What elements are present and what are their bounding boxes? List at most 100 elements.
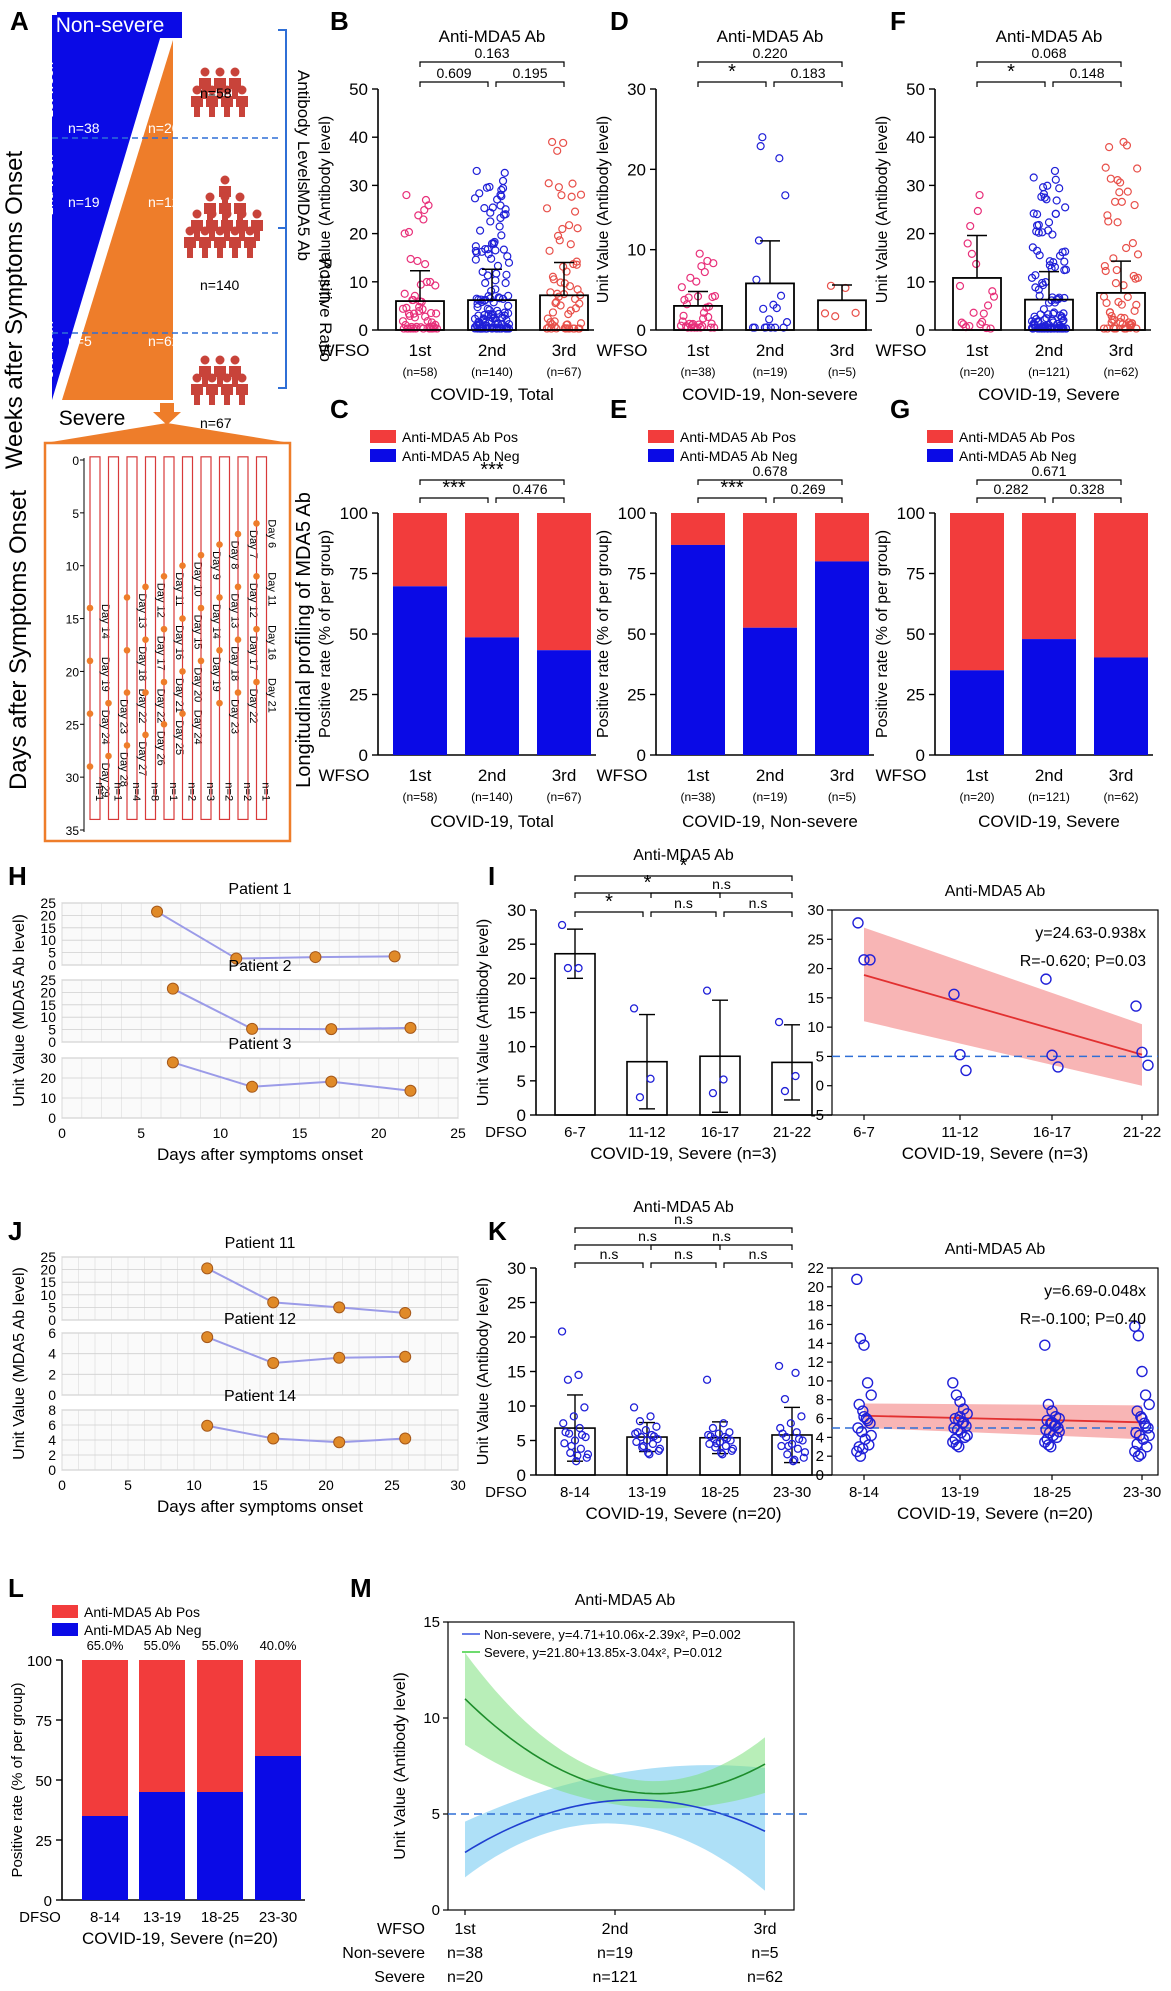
y-tick: 15 (807, 990, 824, 1007)
sample-dot (160, 678, 168, 686)
data-point (1059, 316, 1068, 325)
sample-dot (86, 763, 94, 770)
sig-bracket (574, 1262, 644, 1268)
y-tick: 50 (627, 625, 646, 644)
data-point (766, 323, 775, 332)
data-point (560, 279, 569, 288)
data-point (471, 255, 480, 264)
data-point (972, 259, 981, 269)
y-tick: 0 (48, 1387, 56, 1403)
data-point (556, 301, 565, 310)
wfso-label: WFSO (319, 341, 370, 360)
non-severe-count: n=19 (68, 194, 100, 210)
person-body (199, 366, 211, 387)
day-label: Day 14 (99, 604, 111, 639)
person-body (221, 220, 233, 241)
sample-dot (179, 668, 186, 675)
data-point (472, 166, 481, 176)
week-label: 1st week (40, 61, 56, 117)
sig-bracket (574, 1227, 793, 1233)
y-tick: 0 (44, 1893, 52, 1910)
data-point (1049, 1419, 1062, 1431)
equation: y=6.69-0.048x (1044, 1283, 1146, 1300)
non-severe-area (52, 15, 167, 400)
data-point (1044, 310, 1053, 319)
n-label: (n=62) (1103, 365, 1138, 379)
data-point (1055, 184, 1064, 193)
bar-neg (82, 1816, 128, 1900)
patient-point (325, 1023, 338, 1036)
non-severe-header (57, 12, 182, 38)
y-tick: 75 (35, 1713, 52, 1730)
sample-dot (197, 551, 205, 559)
person-body (214, 366, 226, 387)
patient-title: Patient 12 (224, 1311, 296, 1328)
y-tick: 10 (40, 932, 56, 948)
dfso-label: DFSO (19, 1909, 61, 1926)
data-point (765, 315, 774, 324)
data-point (960, 1064, 972, 1077)
statistic: R=-0.100; P=0.40 (1020, 1311, 1146, 1328)
person-icon (236, 373, 248, 405)
data-point (1142, 1422, 1154, 1434)
sig-bracket (773, 81, 843, 87)
person-body (206, 384, 218, 405)
n-label: (n=121) (1028, 790, 1070, 804)
data-point (544, 179, 553, 188)
data-point (1099, 292, 1109, 301)
bar-pos (1022, 513, 1076, 640)
y-tick: 25 (507, 1294, 526, 1313)
box-top-triangle (45, 423, 290, 443)
data-point (629, 1403, 639, 1412)
data-point (483, 271, 492, 280)
data-point (1110, 197, 1120, 206)
data-point (559, 1419, 568, 1428)
data-point (570, 207, 580, 216)
person-head (252, 209, 262, 219)
data-point (553, 231, 563, 240)
legend-pos-label: Anti-MDA5 Ab Pos (959, 429, 1075, 445)
person-icon (184, 226, 196, 258)
x-tick: 3rd (830, 341, 855, 360)
y-tick: 75 (906, 565, 925, 584)
x-axis-label: COVID-19, Severe (n=20) (585, 1504, 781, 1523)
legend-pos-swatch (648, 430, 674, 443)
sample-dot (123, 689, 131, 696)
data-point (858, 954, 870, 966)
total-count: n=140 (200, 277, 240, 293)
data-point (1139, 1389, 1152, 1401)
data-point (489, 298, 498, 307)
severe-area (62, 40, 173, 400)
day-label: Day 22 (155, 689, 167, 724)
data-point (708, 1088, 718, 1098)
data-point (1142, 1059, 1154, 1071)
person-icon (214, 67, 226, 99)
data-point (752, 275, 761, 284)
long-axis-label: Longitudinal profiling of MDA5 Ab (293, 492, 315, 788)
row-n: n=62 (747, 1969, 783, 1986)
y-tick: 2 (816, 1448, 824, 1465)
y-tick: 40 (906, 128, 925, 147)
person-head (220, 175, 230, 185)
data-point (1117, 197, 1126, 206)
data-point (969, 308, 978, 317)
data-point (1112, 265, 1121, 275)
person-icon (229, 226, 241, 258)
data-point (481, 278, 490, 288)
data-point (1135, 1448, 1147, 1461)
data-point (568, 179, 577, 188)
longitudinal-box (43, 441, 292, 843)
data-point (557, 1327, 567, 1336)
n-label: (n=20) (959, 790, 994, 804)
data-point (966, 221, 975, 231)
data-point (576, 1444, 586, 1453)
person-body (191, 220, 203, 241)
data-point (1121, 324, 1131, 333)
data-point (423, 316, 432, 326)
data-point (409, 324, 418, 333)
legend-neg-swatch (648, 449, 674, 462)
person-head (192, 209, 202, 219)
y-tick: 10 (507, 1038, 526, 1057)
data-point (721, 1441, 731, 1451)
